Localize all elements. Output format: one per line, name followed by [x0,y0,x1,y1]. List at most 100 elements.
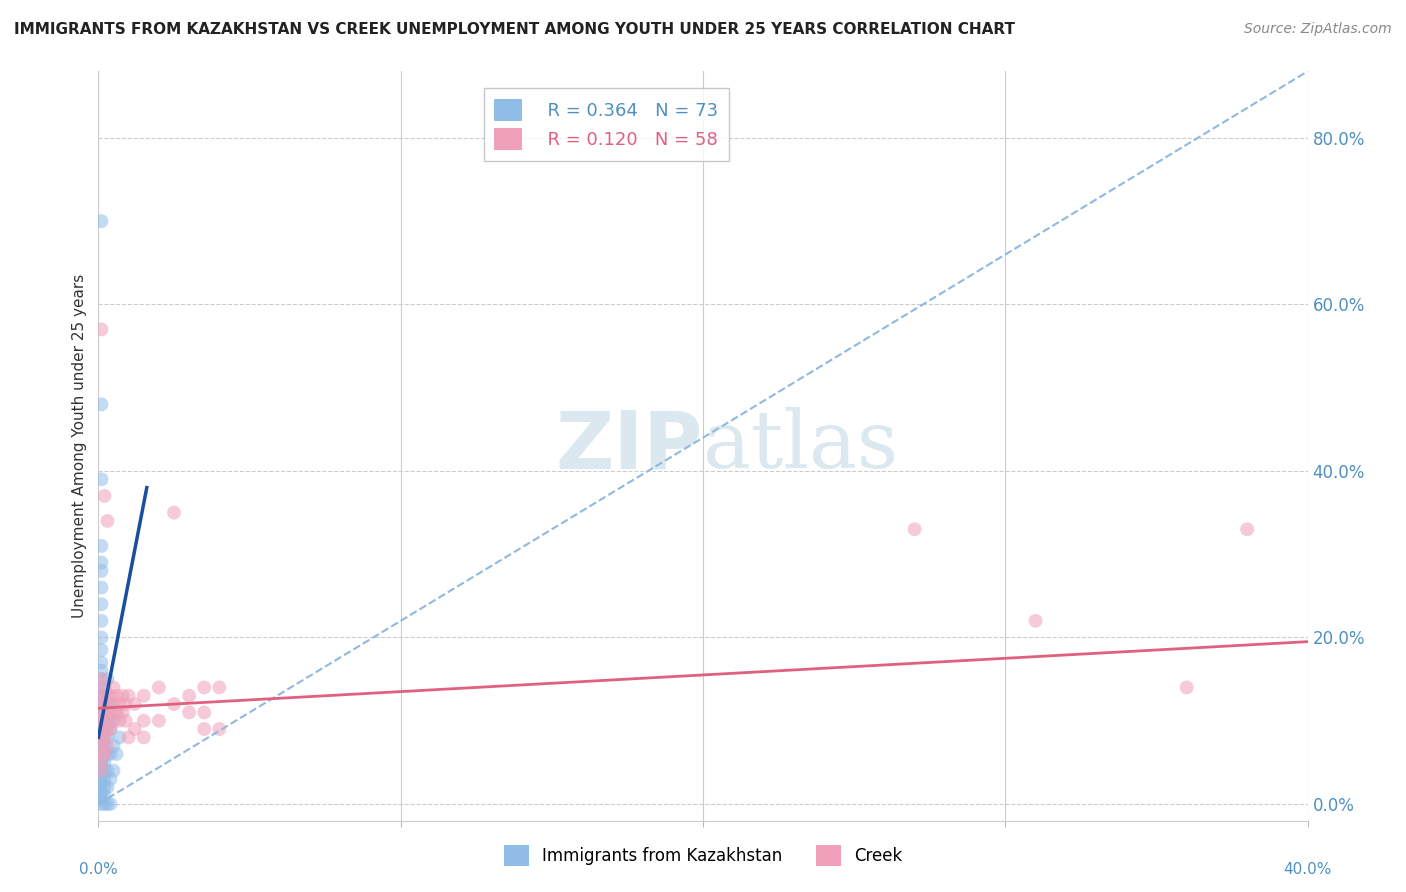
Point [124,722,146,736]
Point [90,664,112,678]
Point [93,780,115,795]
Point [105,706,128,720]
Point [90,759,112,773]
Point [124,697,146,711]
Point [90,756,112,770]
Point [90,743,112,757]
Point [108,714,131,728]
Point [100,747,122,761]
Point [105,689,128,703]
Point [179,689,201,703]
Point [96,706,118,720]
Point [114,714,136,728]
Point [132,714,155,728]
Point [118,689,141,703]
Point [90,631,112,645]
Point [103,714,125,728]
Point [100,697,122,711]
Point [93,731,115,745]
Point [1236,522,1258,536]
Point [108,697,131,711]
Point [111,689,134,703]
Point [96,514,118,528]
Point [90,747,112,761]
Point [148,714,170,728]
Point [90,780,112,795]
Point [90,714,112,728]
Point [103,714,125,728]
Point [193,722,215,736]
Point [90,564,112,578]
Point [90,797,112,811]
Point [96,731,118,745]
Point [90,581,112,595]
Point [118,731,141,745]
Point [93,797,115,811]
Point [100,797,122,811]
Point [163,506,186,520]
Point [90,656,112,670]
Point [904,522,927,536]
Point [90,689,112,703]
Point [90,784,112,798]
Point [90,722,112,736]
Point [90,472,112,486]
Point [90,756,112,770]
Point [93,764,115,778]
Point [90,643,112,657]
Point [108,731,131,745]
Point [100,706,122,720]
Point [93,756,115,770]
Point [90,697,112,711]
Point [96,764,118,778]
Point [93,706,115,720]
Point [132,731,155,745]
Point [90,689,112,703]
Point [90,397,112,411]
Point [208,722,231,736]
Point [193,681,215,695]
Y-axis label: Unemployment Among Youth under 25 years: Unemployment Among Youth under 25 years [72,274,87,618]
Point [208,681,231,695]
Point [90,714,112,728]
Point [96,722,118,736]
Point [93,747,115,761]
Point [93,681,115,695]
Point [93,714,115,728]
Point [90,539,112,553]
Point [96,739,118,753]
Point [96,797,118,811]
Point [105,706,128,720]
Point [93,789,115,803]
Point [1024,614,1046,628]
Text: ZIP: ZIP [555,407,703,485]
Point [103,764,125,778]
Point [96,672,118,686]
Text: 0.0%: 0.0% [79,863,118,877]
Point [90,793,112,807]
Point [90,776,112,790]
Point [96,714,118,728]
Point [93,772,115,786]
Point [90,672,112,686]
Point [100,689,122,703]
Point [90,322,112,336]
Point [93,697,115,711]
Point [93,731,115,745]
Text: 40.0%: 40.0% [1284,863,1331,877]
Point [93,722,115,736]
Point [90,214,112,228]
Point [93,697,115,711]
Point [90,731,112,745]
Point [96,747,118,761]
Point [100,722,122,736]
Point [105,747,128,761]
Point [90,789,112,803]
Point [163,697,186,711]
Point [90,597,112,611]
Point [90,706,112,720]
Point [90,672,112,686]
Point [103,681,125,695]
Point [90,768,112,782]
Point [100,772,122,786]
